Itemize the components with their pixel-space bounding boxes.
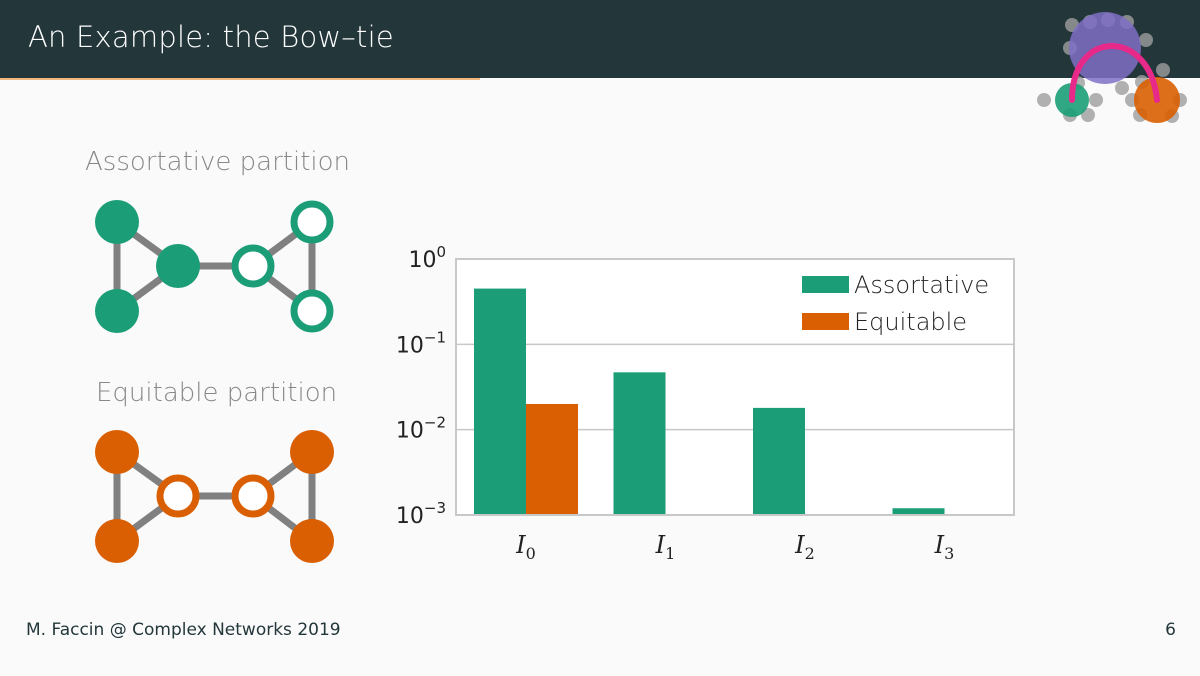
bar-assortative bbox=[892, 508, 945, 515]
network-logo bbox=[1037, 12, 1187, 123]
header-progress-rule bbox=[0, 78, 480, 80]
assortative-graph bbox=[95, 200, 334, 333]
equitable-partition-label: Equitable partition bbox=[96, 378, 338, 408]
plot-frame bbox=[455, 258, 1015, 516]
bar-chart: 10−3 10−2 10−1 100 I0 I1 I2 I3 Assortative Equita… bbox=[396, 243, 1015, 563]
graph-node bbox=[290, 289, 334, 333]
logo-arc bbox=[1069, 43, 1160, 103]
graph-node bbox=[290, 430, 334, 474]
legend-swatch bbox=[802, 313, 849, 330]
graph-node bbox=[231, 244, 275, 288]
graph-node bbox=[290, 200, 334, 244]
assortative-edges bbox=[113, 219, 316, 314]
graph-node bbox=[95, 519, 139, 563]
bar-equitable bbox=[526, 403, 578, 515]
graph-node bbox=[231, 474, 275, 518]
y-tick-label: 10−2 bbox=[396, 414, 446, 444]
graph-node bbox=[95, 430, 139, 474]
equitable-graph bbox=[95, 430, 334, 563]
footer-text: M. Faccin @ Complex Networks 2019 bbox=[26, 620, 341, 640]
legend-label: Equitable bbox=[854, 308, 967, 336]
bar-assortative bbox=[753, 407, 805, 515]
y-tick-label: 10−1 bbox=[396, 328, 446, 358]
page-number: 6 bbox=[1165, 620, 1176, 640]
bar-assortative bbox=[474, 288, 526, 515]
graph-node bbox=[95, 289, 139, 333]
slide-header: An Example: the Bow–tie bbox=[0, 0, 1200, 78]
x-tick-label: I2 bbox=[794, 531, 815, 563]
x-tick-label: I3 bbox=[934, 531, 955, 563]
graph-node bbox=[156, 244, 200, 288]
x-tick-label: I0 bbox=[515, 531, 536, 563]
graph-node bbox=[95, 200, 139, 244]
y-tick-label: 10−3 bbox=[396, 499, 446, 529]
equitable-edges bbox=[113, 449, 316, 544]
legend-label: Assortative bbox=[854, 271, 989, 299]
bar-assortative bbox=[613, 372, 666, 515]
y-tick-label: 100 bbox=[408, 243, 446, 273]
slide-title: An Example: the Bow–tie bbox=[28, 20, 394, 54]
legend-swatch bbox=[802, 276, 849, 293]
graph-node bbox=[290, 519, 334, 563]
graph-node bbox=[156, 474, 200, 518]
x-tick-label: I1 bbox=[655, 531, 676, 563]
assortative-partition-label: Assortative partition bbox=[85, 147, 351, 177]
